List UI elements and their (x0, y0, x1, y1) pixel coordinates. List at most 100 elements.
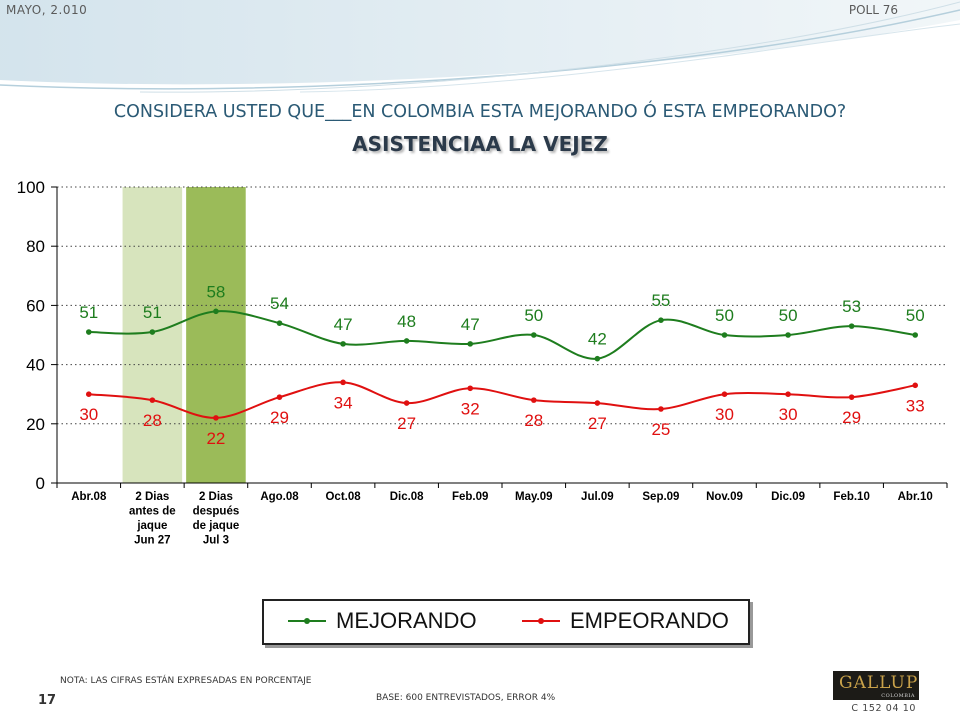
data-point-mejorando (149, 329, 156, 335)
data-label-empeorando: 27 (588, 414, 607, 433)
poll-label: POLL 76 (848, 3, 898, 17)
x-tick-label-line: Sep.09 (642, 491, 679, 503)
legend-swatch-empeorando (522, 618, 560, 624)
highlight-band (186, 187, 246, 483)
data-point-empeorando (340, 379, 346, 386)
data-point-empeorando (530, 397, 537, 403)
data-label-mejorando: 50 (524, 306, 543, 325)
data-point-empeorando (149, 397, 156, 403)
data-point-empeorando (721, 391, 728, 398)
x-tick-label-line: antes de (129, 506, 176, 518)
data-point-mejorando (403, 338, 410, 344)
data-point-mejorando (213, 308, 219, 315)
x-tick-label-line: May.09 (515, 491, 553, 503)
x-tick-label: Abr.10 (898, 491, 933, 503)
x-tick-label-line: Abr.10 (898, 491, 933, 503)
x-tick-label: Dic.09 (771, 491, 805, 503)
x-tick-label: Abr.08 (71, 491, 107, 503)
x-tick-label-line: Abr.08 (71, 491, 107, 503)
data-label-mejorando: 51 (143, 303, 162, 322)
x-tick-label-line: jaque (136, 520, 167, 532)
data-label-mejorando: 47 (461, 315, 480, 334)
data-point-mejorando (340, 341, 346, 347)
data-point-empeorando (213, 415, 219, 421)
x-tick-label: Jul.09 (581, 491, 614, 503)
data-label-mejorando: 47 (334, 315, 353, 334)
logo-subtext: COLOMBIA (881, 693, 915, 699)
x-tick-label-line: Ago.08 (260, 491, 299, 503)
x-tick-label: 2 Dias antes de jaque Jun 27 (129, 491, 176, 547)
series-line-empeorando (88, 381, 916, 419)
x-tick-label: Sep.09 (642, 491, 679, 503)
data-point-mejorando (467, 341, 474, 347)
base-note: BASE: 600 ENTREVISTADOS, ERROR 4% (376, 693, 556, 703)
y-tick-label: 60 (26, 296, 45, 315)
x-tick-label-line: Jun 27 (134, 535, 170, 547)
page-number: 17 (38, 693, 57, 708)
x-tick-label: Nov.09 (706, 491, 743, 503)
data-point-empeorando (848, 394, 855, 400)
data-point-mejorando (721, 332, 728, 338)
data-label-empeorando: 33 (906, 396, 925, 415)
legend-swatch-mejorando (288, 618, 326, 624)
data-point-empeorando (467, 385, 474, 392)
x-tick-label-line: Feb.09 (452, 491, 488, 503)
x-tick-label-line: Jul.09 (581, 491, 614, 503)
x-tick-label-line: Jul 3 (203, 535, 229, 547)
logo-text: GALLUP (839, 673, 919, 693)
date-label: MAYO, 2.010 (6, 3, 88, 17)
data-label-empeorando: 27 (397, 414, 416, 433)
x-tick-label: Feb.09 (452, 491, 488, 503)
data-label-mejorando: 58 (206, 282, 225, 301)
gallup-logo: GALLUP COLOMBIA (833, 671, 919, 700)
data-label-mejorando: 42 (588, 330, 607, 349)
x-tick-label: Feb.10 (833, 491, 869, 503)
y-tick-label: 0 (36, 474, 45, 493)
x-tick-label: Dic.08 (390, 491, 424, 503)
data-point-mejorando (530, 332, 537, 338)
legend-item-mejorando: MEJORANDO (286, 607, 477, 635)
legend-label-mejorando: MEJORANDO (336, 608, 477, 633)
highlight-band (122, 187, 183, 483)
data-label-empeorando: 30 (715, 405, 734, 424)
document-code: C 152 04 10 (851, 703, 916, 714)
data-label-empeorando: 29 (270, 408, 289, 427)
data-label-mejorando: 55 (651, 291, 670, 310)
data-label-mejorando: 50 (715, 306, 734, 325)
data-point-empeorando (85, 391, 92, 398)
series-line-mejorando (88, 310, 916, 360)
legend: MEJORANDO EMPEORANDO (262, 599, 750, 645)
x-tick-label-line: 2 Dias (199, 491, 233, 503)
footnote: NOTA: LAS CIFRAS ESTÁN EXPRESADAS EN POR… (60, 676, 312, 686)
y-tick-label: 20 (26, 415, 45, 434)
data-point-mejorando (912, 332, 919, 338)
x-tick-label-line: de jaque (193, 520, 240, 532)
line-chart: 0 20 40 60 80 100 Abr.08 2 Dias antes de jaque Jun… (17, 178, 948, 547)
x-tick-label-line: Dic.08 (390, 491, 424, 503)
data-point-mejorando (848, 323, 855, 329)
x-tick-label-line: Dic.09 (771, 491, 805, 503)
header-swoosh-decoration (0, 0, 960, 93)
x-tick-label-line: 2 Dias (135, 491, 169, 503)
data-point-empeorando (594, 400, 601, 406)
y-tick-label: 80 (26, 237, 45, 256)
data-label-mejorando: 50 (779, 306, 798, 325)
data-point-mejorando (85, 329, 92, 335)
data-label-empeorando: 34 (334, 393, 353, 412)
data-point-mejorando (276, 320, 283, 326)
legend-item-empeorando: EMPEORANDO (520, 607, 729, 635)
question-title: CONSIDERA USTED QUE___EN COLOMBIA ESTA M… (113, 102, 847, 122)
data-label-empeorando: 22 (206, 429, 225, 448)
data-point-empeorando (658, 406, 664, 412)
y-tick-label: 40 (26, 356, 45, 375)
data-point-empeorando (912, 382, 919, 389)
data-point-mejorando (594, 355, 601, 362)
data-label-mejorando: 50 (906, 306, 925, 325)
data-label-mejorando: 48 (397, 312, 416, 331)
legend-label-empeorando: EMPEORANDO (570, 608, 729, 633)
x-tick-label: Oct.08 (325, 491, 361, 503)
data-label-empeorando: 25 (651, 420, 670, 439)
data-label-empeorando: 32 (461, 399, 480, 418)
data-label-empeorando: 30 (79, 405, 98, 424)
